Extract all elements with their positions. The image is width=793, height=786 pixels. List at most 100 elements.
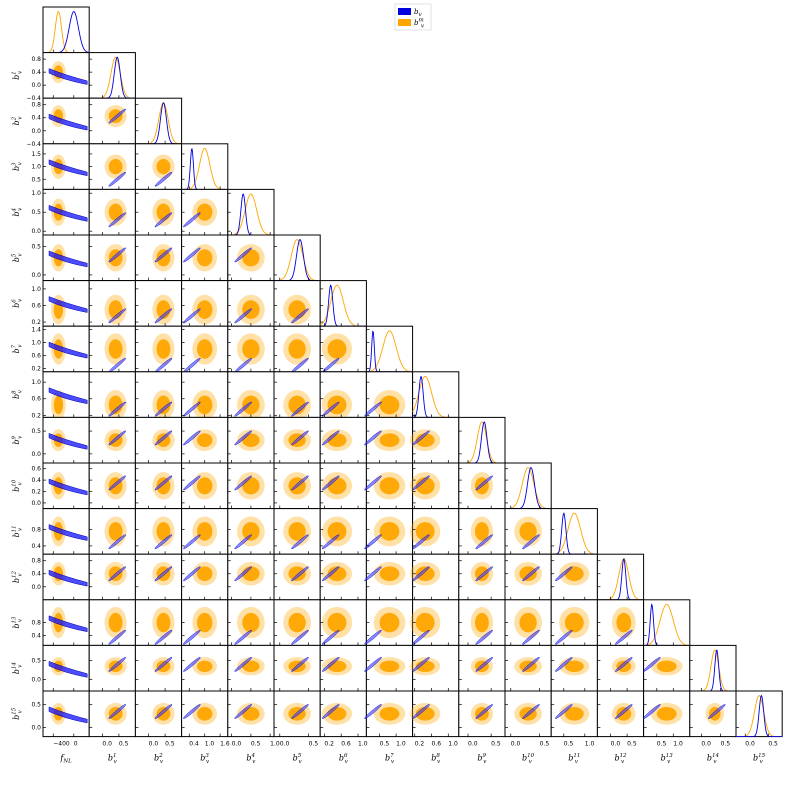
contour-b-v-m-1sigma — [108, 522, 123, 541]
contour-b-v-m-1sigma — [656, 660, 677, 672]
y-tick-label: 0.5 — [31, 428, 41, 435]
contour-b-v — [183, 247, 201, 263]
contour-b-v — [48, 341, 88, 359]
panel-10-8 — [410, 462, 460, 510]
x-tick-label: 0.0 — [149, 741, 159, 748]
panel-11-0: 0.4 0.8 b11v — [12, 508, 90, 555]
contour-b-v — [183, 401, 201, 417]
contour-b-v — [108, 475, 126, 491]
y-axis-label-12: b12v — [12, 570, 24, 583]
x-axis-label-5: b5 v — [293, 753, 303, 765]
y-tick-label: 0.0 — [31, 228, 41, 235]
contour-b-v — [291, 475, 309, 491]
panel-8-6 — [319, 371, 367, 420]
panel-12-5 — [273, 553, 321, 601]
contour-b-v — [108, 430, 126, 446]
contour-b-v — [364, 475, 382, 491]
x-tick-label: 1.0 — [396, 741, 406, 748]
panel-14-0: 0.0 0.5 b14v — [12, 644, 90, 692]
legend-swatch — [398, 8, 411, 15]
contour-b-v — [183, 212, 201, 228]
panel-6-5 — [273, 280, 321, 327]
contour-b-v-m-1sigma — [197, 612, 213, 633]
y-tick-label: 1.0 — [31, 190, 41, 197]
y-axis-label-2: b2v — [12, 116, 24, 126]
panel-7-1 — [88, 325, 136, 373]
x-tick-label: 1.0 — [270, 741, 280, 748]
panel-frame — [134, 690, 183, 738]
contour-b-v — [412, 566, 430, 582]
contour-b-v-m-1sigma — [519, 566, 537, 582]
panel-10-2 — [134, 462, 183, 510]
y-tick-label: 1.0 — [31, 379, 41, 386]
contour-b-v-m-1sigma — [415, 612, 435, 633]
panel-4-2 — [134, 188, 183, 236]
x-tick-label: 0.5 — [119, 741, 129, 748]
panel-11-6 — [319, 508, 367, 555]
panel-5-1 — [88, 234, 136, 282]
contour-b-v — [522, 566, 540, 582]
contour-b-v — [154, 534, 173, 550]
contour-b-v — [234, 430, 252, 446]
contour-b-v — [234, 566, 252, 582]
contour-b-v — [364, 566, 382, 582]
y-tick-label: 0.2 — [31, 319, 41, 326]
contour-b-v — [234, 657, 252, 672]
panel-7-4 — [227, 325, 275, 373]
contour-b-v-m-1sigma — [327, 339, 347, 359]
panel-9-7 — [364, 416, 414, 464]
contour-b-v — [183, 657, 201, 672]
contour-b-v-m-1sigma — [616, 612, 632, 633]
panel-15-7: 0.5 1.0b7 v — [364, 690, 414, 765]
panel-5-2 — [134, 234, 183, 282]
panel-9-9 — [458, 416, 506, 464]
contour-b-v — [154, 657, 173, 672]
contour-b-v — [234, 704, 252, 719]
contour-b-v — [154, 475, 173, 491]
y-axis-label-3: b3v — [12, 161, 24, 171]
y-tick-label: 0.8 — [31, 620, 41, 627]
panel-7-2 — [134, 325, 183, 373]
x-tick-label: 0.5 — [540, 741, 550, 748]
x-tick-label: 0.4 — [189, 741, 199, 748]
panel-14-14 — [689, 644, 737, 692]
contour-b-v — [522, 704, 540, 719]
panel-14-12 — [596, 644, 645, 692]
contour-b-v — [322, 704, 340, 719]
panel-0-0 — [42, 6, 90, 54]
contour-b-v — [48, 296, 88, 313]
y-tick-label: 0.8 — [31, 56, 41, 63]
panel-14-3 — [181, 644, 229, 692]
y-tick-label: 0.6 — [31, 396, 41, 403]
contour-b-v — [364, 401, 382, 417]
panel-5-4 — [227, 234, 275, 282]
y-tick-label: −0.4 — [26, 95, 41, 102]
panel-3-0: 0.5 1.0 1.5 b3v — [12, 143, 90, 190]
contour-b-v — [108, 534, 126, 550]
panel-12-10 — [504, 553, 552, 601]
y-axis-label-6: b6v — [12, 298, 24, 308]
contour-b-v — [183, 430, 201, 446]
contour-b-v-m-1sigma — [327, 612, 347, 633]
contour-b-v — [364, 704, 382, 719]
contour-b-v — [412, 657, 430, 672]
y-tick-label: 0.0 — [31, 272, 41, 279]
x-axis-label-12: b12 v — [614, 753, 627, 765]
contour-b-v — [108, 308, 126, 324]
contour-b-v — [322, 534, 340, 550]
contour-b-v-m-1sigma — [197, 433, 213, 448]
panel-10-0: 0.0 0.2 0.4 0.6 b10v — [12, 462, 90, 510]
contour-b-v-m-1sigma — [564, 660, 584, 672]
panel-12-8 — [410, 553, 460, 601]
contour-b-v-m-1sigma — [197, 339, 213, 359]
legend-frame — [394, 3, 432, 31]
y-tick-label: 1.0 — [31, 286, 41, 293]
panel-13-8 — [410, 599, 460, 646]
legend-swatch — [398, 19, 411, 26]
contour-b-v — [291, 308, 309, 324]
contour-b-v-m-1sigma — [656, 706, 677, 721]
contour-b-v — [475, 566, 493, 582]
y-axis-label-10: b10v — [12, 479, 24, 492]
contour-b-v-m-1sigma — [156, 159, 171, 175]
